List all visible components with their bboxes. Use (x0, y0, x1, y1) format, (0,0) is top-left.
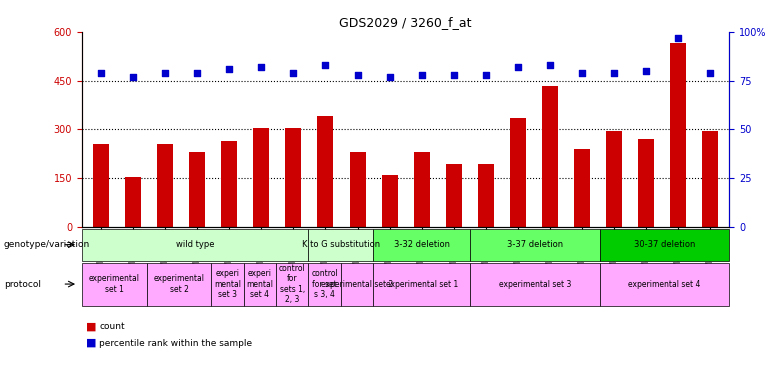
Text: wild type: wild type (176, 240, 214, 249)
Bar (285, 128, 301, 227)
Text: 3-32 deletion: 3-32 deletion (394, 240, 450, 249)
Text: protocol: protocol (4, 280, 41, 289)
Point (191, 70, 204, 76)
Text: experimental set 1: experimental set 1 (385, 280, 458, 289)
Point (319, 62, 332, 68)
Point (544, 62, 556, 68)
Point (416, 72, 428, 78)
Point (512, 64, 524, 70)
Bar (638, 139, 654, 227)
Text: K to G substitution: K to G substitution (302, 240, 380, 249)
Bar (222, 141, 237, 227)
Point (287, 70, 300, 76)
Text: experimental set 3: experimental set 3 (499, 280, 571, 289)
Bar (445, 164, 462, 227)
Bar (317, 116, 334, 227)
Text: experimental
set 1: experimental set 1 (89, 274, 140, 294)
Text: count: count (99, 322, 125, 331)
Point (223, 66, 236, 72)
Bar (670, 43, 686, 227)
Point (159, 70, 172, 76)
Point (127, 74, 140, 80)
Text: experi
mental
set 4: experi mental set 4 (246, 269, 274, 299)
Point (480, 72, 492, 78)
Text: experimental set 4: experimental set 4 (629, 280, 700, 289)
Point (608, 70, 620, 76)
Bar (254, 128, 269, 227)
Bar (158, 144, 173, 227)
Point (576, 70, 588, 76)
Point (640, 68, 652, 74)
Text: ■: ■ (86, 321, 96, 331)
Bar (510, 118, 526, 227)
Bar (574, 149, 590, 227)
Point (351, 72, 363, 78)
Title: GDS2029 / 3260_f_at: GDS2029 / 3260_f_at (339, 16, 472, 29)
Text: 3-37 deletion: 3-37 deletion (507, 240, 563, 249)
Text: percentile rank within the sample: percentile rank within the sample (99, 339, 252, 348)
Text: control
for
sets 1,
2, 3: control for sets 1, 2, 3 (279, 264, 306, 304)
Text: 30-37 deletion: 30-37 deletion (634, 240, 695, 249)
Bar (190, 152, 205, 227)
Bar (606, 131, 622, 227)
Bar (477, 164, 494, 227)
Text: experimental
set 2: experimental set 2 (154, 274, 204, 294)
Bar (702, 131, 718, 227)
Text: control
for set
s 3, 4: control for set s 3, 4 (311, 269, 338, 299)
Bar (413, 152, 430, 227)
Point (383, 74, 395, 80)
Bar (125, 177, 141, 227)
Point (95, 70, 108, 76)
Point (255, 64, 268, 70)
Text: ■: ■ (86, 338, 96, 348)
Point (704, 70, 716, 76)
Point (448, 72, 460, 78)
Bar (542, 86, 558, 227)
Text: genotype/variation: genotype/variation (4, 240, 90, 249)
Bar (93, 144, 109, 227)
Bar (349, 152, 366, 227)
Bar (381, 175, 398, 227)
Point (672, 35, 684, 41)
Text: experi
mental
set 3: experi mental set 3 (214, 269, 241, 299)
Text: experimental set 2: experimental set 2 (321, 280, 393, 289)
